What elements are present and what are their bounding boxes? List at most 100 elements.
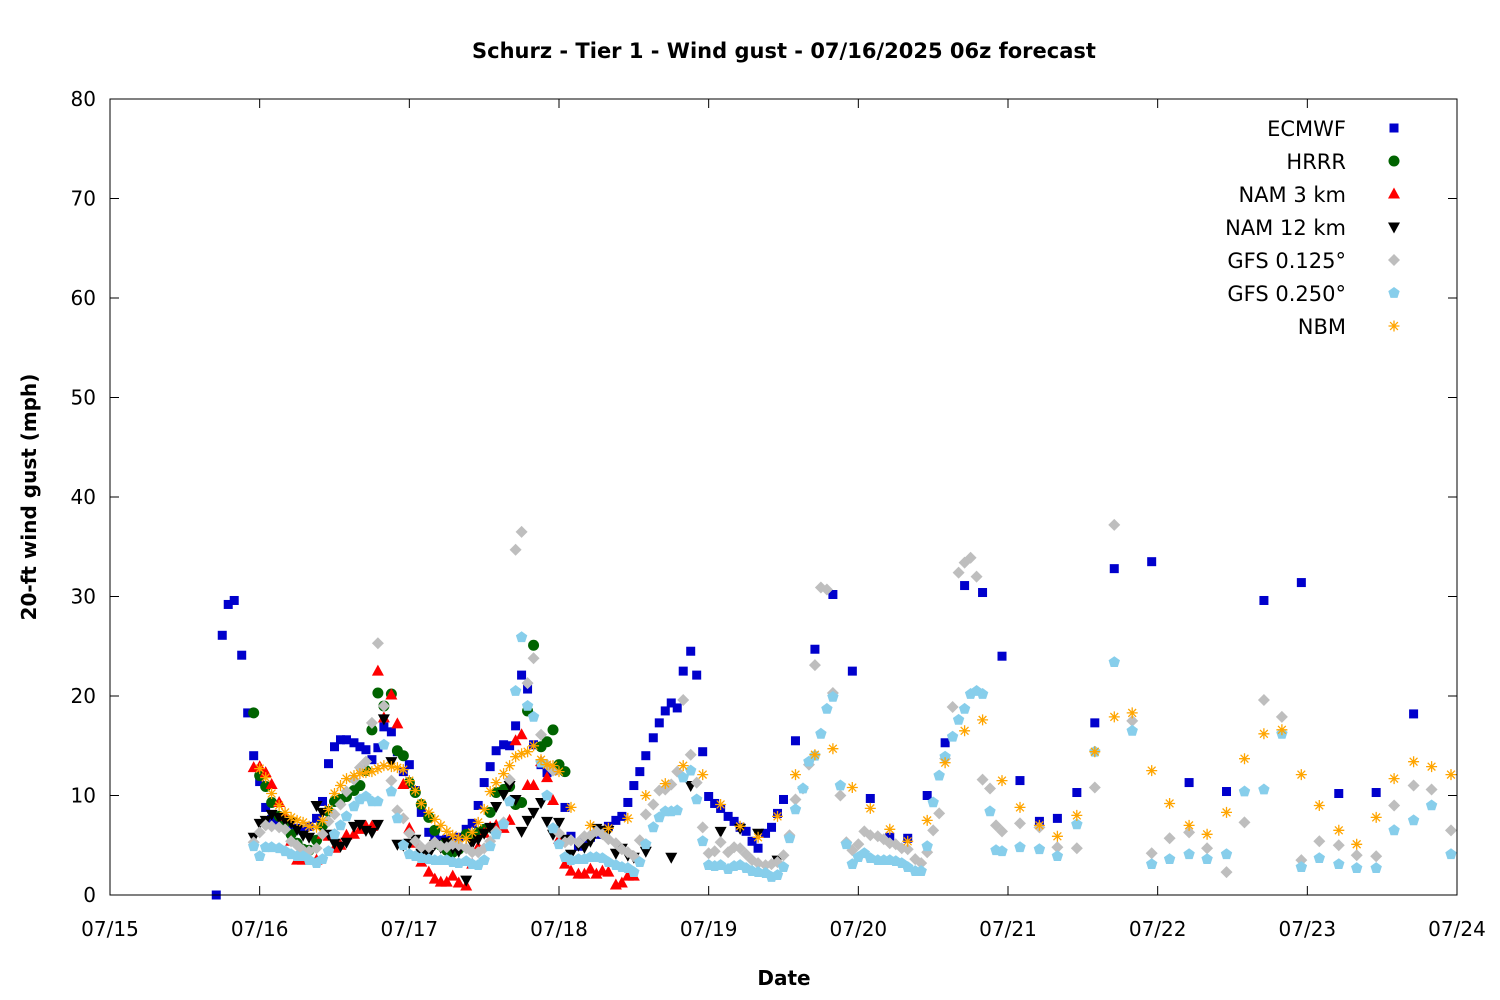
data-point-nam-12-km [503, 781, 516, 793]
data-point-hrrr [248, 707, 260, 719]
data-point-nam-12-km [584, 836, 597, 848]
data-point-gfs-0-250 [827, 691, 839, 702]
data-point-nam-12-km [310, 800, 323, 812]
data-point-nam-12-km [639, 846, 652, 858]
data-point-gfs-0-125 [714, 836, 727, 849]
data-point-nbm [311, 821, 322, 833]
data-point-nbm [772, 810, 783, 822]
data-point-gfs-0-125 [1350, 849, 1363, 862]
data-point-gfs-0-250 [1370, 862, 1382, 873]
legend-entry: GFS 0.250° [1227, 282, 1400, 306]
data-point-gfs-0-250 [628, 866, 640, 877]
data-point-nbm [317, 814, 328, 826]
data-point-gfs-0-125 [696, 821, 709, 834]
x-tick-label: 07/21 [979, 917, 1037, 941]
data-point-nam-12-km [527, 807, 540, 819]
data-point-ecmwf [485, 762, 495, 772]
data-point-nbm [1333, 824, 1345, 836]
data-point-gfs-0-250 [952, 713, 965, 725]
data-point-ecmwf [255, 777, 265, 787]
data-point-ecmwf [940, 738, 950, 748]
data-point-nbm [565, 801, 577, 813]
data-point-gfs-0-125 [952, 566, 965, 579]
data-point-ecmwf [790, 736, 800, 746]
data-point-nam-3-km [547, 793, 560, 805]
y-tick-label: 60 [71, 286, 96, 310]
data-point-nbm [715, 799, 727, 810]
plot-area [211, 518, 1458, 900]
data-point-ecmwf [318, 796, 328, 806]
data-point-ecmwf [298, 825, 308, 835]
data-point-gfs-0-250 [1407, 814, 1420, 826]
y-tick-label: 40 [71, 485, 96, 509]
data-point-gfs-0-250 [1238, 785, 1251, 797]
legend-label: HRRR [1286, 150, 1346, 174]
data-point-gfs-0-125 [1163, 832, 1176, 845]
data-point-ecmwf [767, 822, 777, 832]
x-tick-label: 07/22 [1129, 917, 1187, 941]
data-point-nam-12-km [714, 826, 727, 838]
data-point-nbm [697, 769, 709, 781]
data-point-nbm [385, 761, 397, 773]
data-point-ecmwf [330, 742, 339, 752]
data-point-ecmwf [686, 646, 696, 656]
data-point-gfs-0-250 [340, 810, 353, 822]
data-point-nbm [460, 832, 472, 844]
data-point-nbm [677, 760, 689, 772]
data-point-nbm [1221, 806, 1232, 818]
data-point-gfs-0-125 [1088, 781, 1101, 794]
data-point-gfs-0-125 [639, 808, 652, 821]
data-point-nam-12-km [253, 818, 266, 830]
data-point-gfs-0-125 [322, 815, 335, 828]
data-point-gfs-0-250 [677, 771, 689, 783]
data-point-nbm [273, 800, 285, 811]
data-point-gfs-0-125 [1051, 841, 1064, 854]
data-point-nam-12-km [484, 822, 497, 834]
data-point-nbm [447, 829, 459, 841]
data-point-gfs-0-250 [671, 804, 683, 816]
data-point-gfs-0-250 [553, 838, 565, 850]
data-point-nam-3-km [265, 778, 278, 790]
data-point-nbm [303, 820, 315, 832]
data-point-nbm [409, 785, 421, 796]
data-point-ecmwf [386, 727, 396, 737]
data-point-ecmwf [361, 745, 371, 755]
y-tick-label: 80 [71, 87, 96, 111]
data-point-ecmwf [312, 813, 322, 823]
data-point-gfs-0-125 [527, 652, 540, 665]
data-point-nam-12-km [334, 841, 347, 853]
data-point-nbm [354, 768, 366, 780]
data-point-gfs-0-250 [1445, 848, 1457, 860]
data-point-ecmwf [635, 767, 645, 777]
data-point-ecmwf [698, 747, 708, 757]
data-point-gfs-0-125 [864, 829, 877, 842]
data-point-gfs-0-125 [901, 843, 914, 856]
data-point-nam-3-km [446, 869, 459, 881]
data-point-nam-12-km [353, 819, 366, 831]
data-point-gfs-0-250 [1425, 799, 1438, 811]
data-point-gfs-0-250 [1351, 862, 1363, 873]
data-point-nbm [1388, 773, 1400, 785]
data-point-ecmwf [416, 807, 426, 817]
data-point-hrrr [547, 724, 559, 736]
legend-entry: ECMWF [1267, 117, 1399, 141]
data-point-gfs-0-125 [665, 778, 678, 791]
data-point-nbm [602, 822, 614, 834]
legend-marker [1388, 320, 1400, 332]
data-point-gfs-0-125 [976, 773, 989, 786]
data-point-ecmwf [229, 595, 239, 605]
data-point-ecmwf [1147, 557, 1157, 567]
data-point-nbm [1239, 753, 1250, 765]
data-point-nbm [415, 798, 427, 809]
data-point-ecmwf [997, 651, 1007, 661]
data-point-nbm [939, 757, 951, 769]
legend-entry: HRRR [1286, 150, 1400, 174]
data-point-gfs-0-125 [377, 699, 390, 712]
data-point-ecmwf [237, 650, 247, 660]
data-point-nam-12-km [521, 815, 534, 827]
data-point-gfs-0-125 [1013, 817, 1026, 830]
data-point-gfs-0-125 [359, 755, 372, 768]
data-point-nbm [1426, 761, 1438, 773]
data-point-gfs-0-250 [497, 818, 510, 830]
